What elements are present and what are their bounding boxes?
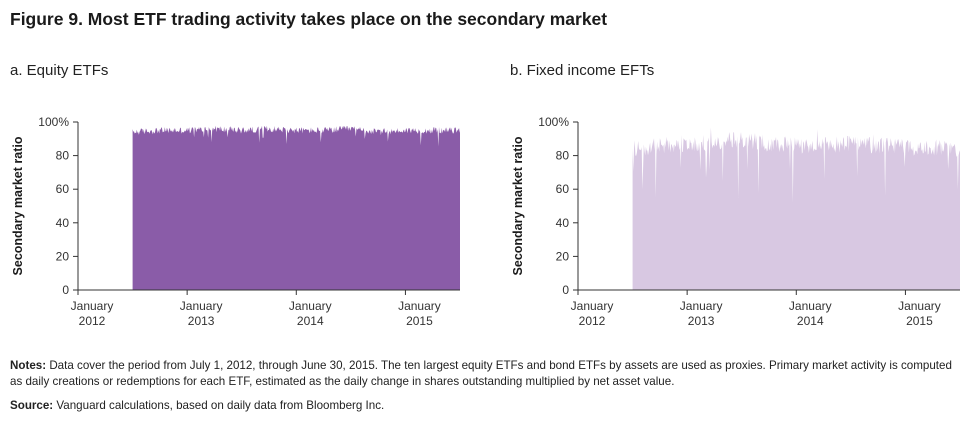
source: Source: Vanguard calculations, based on … bbox=[10, 399, 384, 412]
x-tick-label: January 2014 bbox=[789, 299, 832, 328]
x-tick-label: January 2014 bbox=[289, 299, 332, 328]
y-tick-label: 60 bbox=[56, 182, 70, 196]
y-tick-label: 40 bbox=[556, 216, 570, 230]
y-tick-label: 0 bbox=[62, 283, 69, 297]
y-tick-label: 40 bbox=[56, 216, 70, 230]
notes-label: Notes: bbox=[10, 359, 47, 372]
y-tick-label: 20 bbox=[556, 249, 570, 263]
x-tick-label: January 2012 bbox=[71, 299, 114, 328]
y-tick-label: 0 bbox=[562, 283, 569, 297]
y-tick-label: 80 bbox=[56, 149, 70, 163]
panel-title-equity: a. Equity ETFs bbox=[10, 62, 109, 79]
y-tick-label: 20 bbox=[56, 249, 70, 263]
series-area bbox=[132, 125, 460, 290]
series-area bbox=[632, 127, 960, 290]
panel-title-fixed-income: b. Fixed income EFTs bbox=[510, 62, 655, 79]
y-tick-label: 100% bbox=[38, 115, 69, 129]
notes-text: Data cover the period from July 1, 2012,… bbox=[10, 359, 952, 388]
y-axis-label: Secondary market ratio bbox=[11, 136, 25, 275]
equity-etf-chart: Secondary market ratio 0 20 40 60 80 100% Janua… bbox=[11, 115, 460, 328]
x-tick-label: January 2015 bbox=[398, 299, 441, 328]
figure-title: Figure 9. Most ETF trading activity take… bbox=[10, 9, 608, 29]
source-text: Vanguard calculations, based on daily da… bbox=[56, 399, 385, 412]
fixed-income-etf-chart: Secondary market ratio 0 20 40 60 80 100% Janua… bbox=[511, 115, 960, 328]
y-tick-label: 100% bbox=[538, 115, 569, 129]
notes: Notes: Data cover the period from July 1… bbox=[10, 358, 960, 390]
x-tick-label: January 2015 bbox=[898, 299, 941, 328]
x-tick-label: January 2013 bbox=[680, 299, 723, 328]
y-axis-label: Secondary market ratio bbox=[511, 136, 525, 275]
y-tick-label: 80 bbox=[556, 149, 570, 163]
source-label: Source: bbox=[10, 399, 54, 412]
x-tick-label: January 2012 bbox=[571, 299, 614, 328]
x-tick-label: January 2013 bbox=[180, 299, 223, 328]
y-tick-label: 60 bbox=[556, 182, 570, 196]
